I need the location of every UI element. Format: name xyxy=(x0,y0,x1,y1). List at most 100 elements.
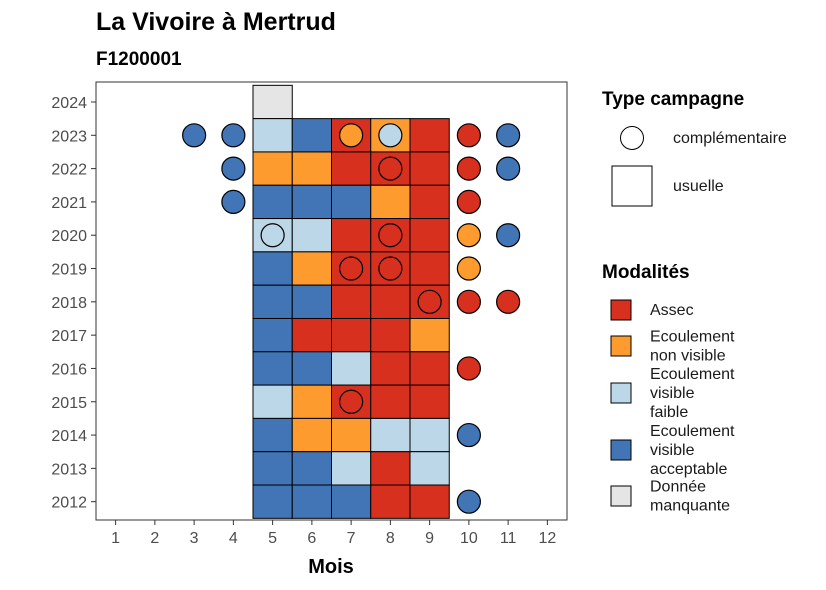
tile-2013-m6-ecoulement-visible-acceptable xyxy=(291,451,332,486)
legend-key-ecoulement-visible-acceptable xyxy=(610,439,632,461)
point-layer xyxy=(182,123,521,514)
x-tick-label: 5 xyxy=(268,530,277,547)
tile-2016-m7-ecoulement-visible-faible xyxy=(331,351,372,386)
tile-2022-m7-assec xyxy=(331,151,372,186)
legend-label-assec-line1: Assec xyxy=(650,302,694,319)
tile-2022-m6-ecoulement-non-visible xyxy=(291,151,332,186)
legend-shape-label-1: complémentaire xyxy=(673,130,787,147)
tile-2019-m9-assec xyxy=(409,251,450,286)
tile-2017-m5-ecoulement-visible-acceptable xyxy=(252,317,293,353)
y-tick-label: 2023 xyxy=(51,128,87,145)
tile-2017-m9-ecoulement-non-visible xyxy=(409,317,450,353)
point-2018-m9-assec xyxy=(417,289,442,314)
x-tick-label: 6 xyxy=(307,530,316,547)
tile-2021-m7-ecoulement-visible-acceptable xyxy=(331,184,372,220)
tile-2021-m6-ecoulement-visible-acceptable xyxy=(291,184,332,220)
x-tick-label: 3 xyxy=(190,530,199,547)
x-tick-label: 9 xyxy=(425,530,434,547)
legend-label-ecoulement-non-visible-line1: Ecoulement xyxy=(650,329,735,346)
tile-2021-m9-assec xyxy=(409,184,450,220)
tile-2014-m7-ecoulement-non-visible xyxy=(331,417,372,453)
tile-2022-m5-ecoulement-non-visible xyxy=(252,151,293,186)
point-2023-m3-ecoulement-visible-acceptable xyxy=(182,123,207,148)
legend-label-ecoulement-visible-acceptable-line2: visible xyxy=(650,442,695,459)
legend-key-ecoulement-visible-faible xyxy=(610,382,632,404)
tile-2018-m5-ecoulement-visible-acceptable xyxy=(252,284,293,319)
point-2023-m11-ecoulement-visible-acceptable xyxy=(496,123,521,148)
point-2022-m11-ecoulement-visible-acceptable xyxy=(496,156,521,181)
tile-2016-m9-assec xyxy=(409,351,450,386)
legend-type-campagne: Type campagne complémentaire usuelle xyxy=(602,89,787,207)
tile-2012-m9-assec xyxy=(409,484,450,519)
legend-label-ecoulement-visible-acceptable-line1: Ecoulement xyxy=(650,423,735,440)
tile-2016-m6-ecoulement-visible-acceptable xyxy=(291,351,332,386)
x-tick-label: 11 xyxy=(500,530,517,547)
tile-2018-m6-ecoulement-visible-acceptable xyxy=(291,284,332,319)
point-2023-m4-ecoulement-visible-acceptable xyxy=(221,123,246,148)
tile-2012-m5-ecoulement-visible-acceptable xyxy=(252,484,293,519)
legend-label-donnee-manquante-line1: Donnée xyxy=(650,479,706,496)
tile-2019-m5-ecoulement-visible-acceptable xyxy=(252,251,293,286)
x-axis: 1 2 3 4 5 6 7 8 9 10 11 12 xyxy=(111,520,556,547)
tile-2013-m8-assec xyxy=(370,451,411,486)
y-tick-label: 2013 xyxy=(51,461,87,478)
point-2016-m10-assec xyxy=(456,356,481,381)
tile-2012-m6-ecoulement-visible-acceptable xyxy=(291,484,332,519)
tile-2021-m8-ecoulement-non-visible xyxy=(370,184,411,220)
tile-2017-m6-assec xyxy=(291,317,332,353)
tile-2012-m7-ecoulement-visible-acceptable xyxy=(331,484,372,519)
tile-2018-m8-assec xyxy=(370,284,411,319)
tile-2020-m6-ecoulement-visible-faible xyxy=(291,218,332,253)
legend-circle-key xyxy=(620,126,644,150)
y-tick-label: 2021 xyxy=(51,195,87,212)
y-tick-label: 2017 xyxy=(51,328,87,345)
tile-2017-m7-assec xyxy=(331,317,372,353)
point-2023-m10-assec xyxy=(456,123,481,148)
legend-label-ecoulement-visible-faible-line2: visible xyxy=(650,385,695,402)
x-tick-label: 8 xyxy=(386,530,395,547)
tile-2015-m9-assec xyxy=(409,384,450,419)
point-2022-m8-assec xyxy=(378,156,403,181)
point-2022-m4-ecoulement-visible-acceptable xyxy=(221,156,246,181)
chart-subtitle: F1200001 xyxy=(96,49,182,70)
tile-2014-m6-ecoulement-non-visible xyxy=(291,417,332,453)
tile-2023-m6-ecoulement-visible-acceptable xyxy=(291,118,332,153)
tile-2016-m5-ecoulement-visible-acceptable xyxy=(252,351,293,386)
y-tick-label: 2022 xyxy=(51,162,87,179)
tile-2016-m8-assec xyxy=(370,351,411,386)
tile-2014-m8-ecoulement-visible-faible xyxy=(370,417,411,453)
point-2014-m10-ecoulement-visible-acceptable xyxy=(456,422,481,448)
tile-2024-m5-donnee-manquante xyxy=(252,84,293,120)
y-tick-label: 2018 xyxy=(51,295,87,312)
point-2015-m7-assec xyxy=(339,389,364,414)
legend-key-ecoulement-non-visible xyxy=(610,335,632,357)
y-tick-label: 2014 xyxy=(51,428,87,445)
point-2020-m5-ecoulement-visible-faible xyxy=(260,223,285,248)
point-2019-m7-assec xyxy=(339,256,364,281)
tile-2022-m9-assec xyxy=(409,151,450,186)
legend-square-key xyxy=(611,165,653,207)
point-2018-m11-assec xyxy=(496,289,521,314)
tile-2020-m7-assec xyxy=(331,218,372,253)
y-tick-label: 2024 xyxy=(51,95,87,112)
y-tick-label: 2019 xyxy=(51,262,87,279)
tile-2017-m8-assec xyxy=(370,317,411,353)
tile-2023-m9-assec xyxy=(409,118,450,153)
tile-2021-m5-ecoulement-visible-acceptable xyxy=(252,184,293,220)
x-tick-label: 1 xyxy=(111,530,120,547)
point-2023-m7-ecoulement-non-visible xyxy=(339,123,364,148)
tile-2019-m6-ecoulement-non-visible xyxy=(291,251,332,286)
point-2022-m10-assec xyxy=(456,156,481,181)
tile-2014-m5-ecoulement-visible-acceptable xyxy=(252,417,293,453)
legend-label-ecoulement-visible-acceptable-line3: acceptable xyxy=(650,461,727,478)
tile-2015-m5-ecoulement-visible-faible xyxy=(252,384,293,419)
point-2012-m10-ecoulement-visible-acceptable xyxy=(456,489,481,514)
point-2020-m10-ecoulement-non-visible xyxy=(456,223,481,248)
legend-key-donnee-manquante xyxy=(610,485,632,507)
x-axis-title: Mois xyxy=(308,556,354,578)
point-2020-m11-ecoulement-visible-acceptable xyxy=(496,223,521,248)
point-2021-m4-ecoulement-visible-acceptable xyxy=(221,189,246,215)
tile-2013-m5-ecoulement-visible-acceptable xyxy=(252,451,293,486)
